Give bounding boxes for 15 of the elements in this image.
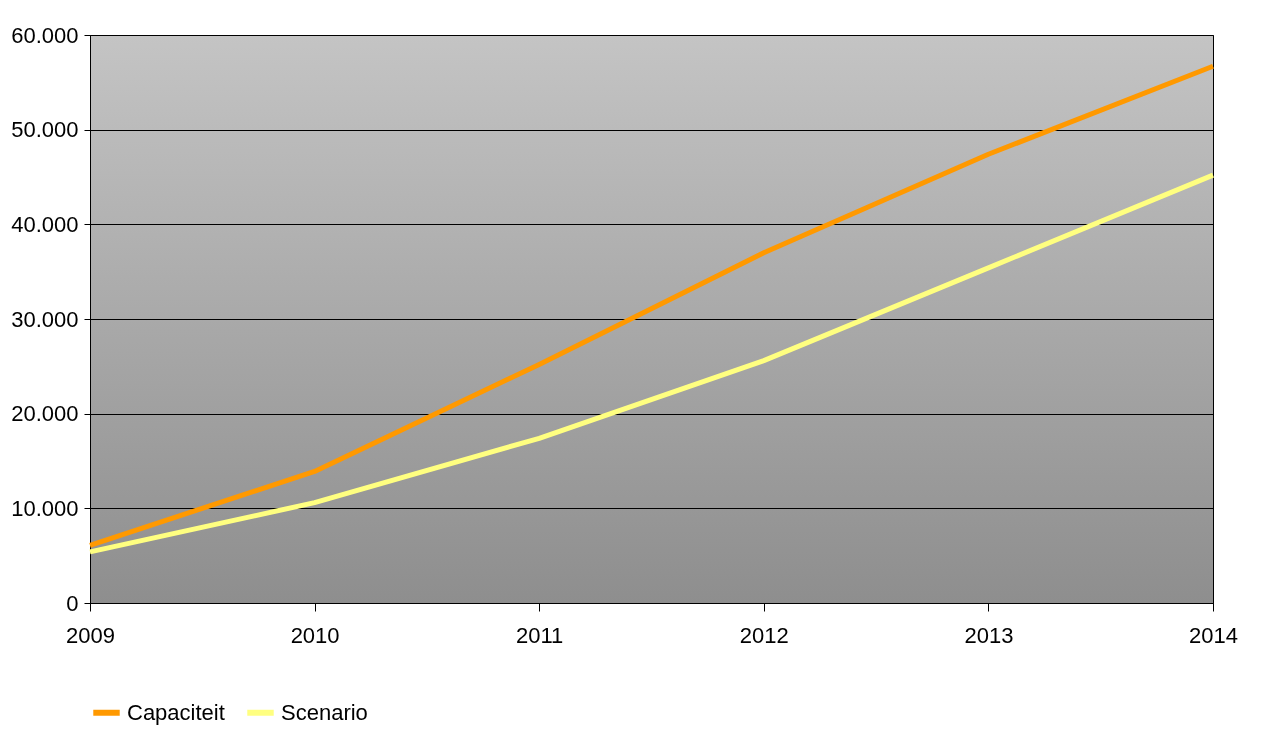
x-tick-label: 2010 (290, 622, 340, 648)
x-tick-label: 2013 (964, 622, 1014, 648)
legend-label: Scenario (281, 699, 368, 725)
y-tick-label: 50.000 (11, 117, 79, 143)
legend-label: Capaciteit (127, 699, 225, 725)
x-tick-label: 2014 (1189, 622, 1238, 648)
y-tick-label: 60.000 (11, 22, 79, 48)
y-tick-label: 0 (66, 590, 79, 616)
y-tick-label: 10.000 (11, 495, 79, 521)
y-tick-label: 30.000 (11, 306, 79, 332)
x-tick-label: 2012 (739, 622, 789, 648)
x-tick-label: 2009 (66, 622, 115, 648)
y-tick-label: 40.000 (11, 211, 79, 237)
y-tick-label: 20.000 (11, 401, 79, 427)
x-tick-label: 2011 (516, 622, 564, 648)
